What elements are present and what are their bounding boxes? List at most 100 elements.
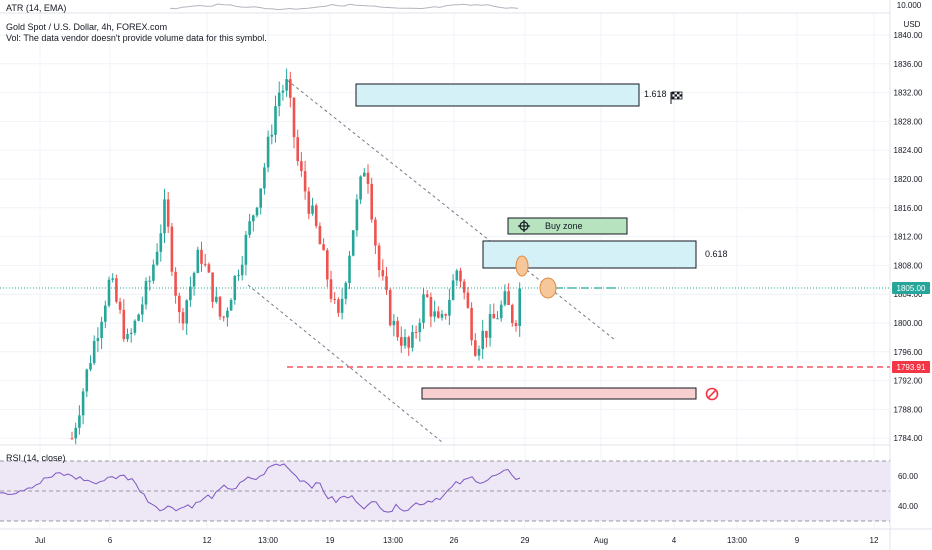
candle-body bbox=[203, 263, 207, 265]
buy-zone-box[interactable] bbox=[507, 217, 628, 235]
stop-zone-box[interactable] bbox=[421, 387, 697, 400]
candle-body bbox=[444, 314, 447, 316]
time-tick-label: 26 bbox=[450, 536, 459, 545]
candle-body bbox=[159, 233, 163, 252]
candle-body bbox=[122, 309, 126, 340]
candle-body bbox=[400, 337, 403, 346]
candle-body bbox=[311, 205, 314, 214]
candle-body bbox=[277, 92, 281, 107]
atr-scale-tick: 10.000 bbox=[897, 1, 922, 10]
time-tick-label: 12 bbox=[870, 536, 879, 545]
candle-body bbox=[485, 330, 488, 338]
entry-point-marker[interactable] bbox=[539, 277, 557, 299]
candle-body bbox=[470, 307, 473, 341]
time-tick-label: 19 bbox=[326, 536, 335, 545]
candle-body bbox=[392, 320, 396, 326]
time-axis[interactable]: Jul 6 12 13:00 19 13:00 26 29 Aug 4 13:00 9 12 bbox=[35, 536, 879, 545]
candle-body bbox=[266, 136, 270, 168]
candle-body bbox=[329, 279, 333, 299]
candle-body bbox=[141, 304, 144, 315]
prohibited-icon bbox=[705, 387, 719, 401]
time-tick-label: 13:00 bbox=[383, 536, 404, 545]
fib-1618-label: 1.618 bbox=[644, 89, 667, 99]
fib-0618-label: 0.618 bbox=[705, 249, 728, 259]
candle-body bbox=[451, 280, 455, 300]
candle-body bbox=[503, 291, 507, 305]
fib-1618-zone[interactable] bbox=[355, 83, 640, 107]
atr-indicator-label[interactable]: ATR (14, EMA) bbox=[6, 3, 67, 13]
touch-point-marker[interactable] bbox=[515, 255, 529, 277]
rsi-indicator-label[interactable]: RSI (14, close) bbox=[6, 453, 66, 463]
candle-body bbox=[70, 438, 74, 440]
fib-0618-zone[interactable] bbox=[482, 240, 697, 269]
price-tick-label: 1804.00 bbox=[894, 290, 923, 299]
volume-note: Vol: The data vendor doesn't provide vol… bbox=[6, 33, 267, 43]
candle-body bbox=[388, 290, 392, 326]
rsi-line bbox=[0, 463, 521, 513]
candle-body bbox=[144, 281, 148, 305]
candle-body bbox=[300, 161, 303, 172]
candle-body bbox=[370, 183, 373, 220]
candle-body bbox=[381, 270, 385, 277]
candle-body bbox=[274, 106, 277, 135]
candle-body bbox=[107, 279, 111, 306]
candle-body bbox=[455, 270, 459, 281]
price-tick-label: 1828.00 bbox=[894, 117, 923, 126]
time-tick-label: 13:00 bbox=[258, 536, 279, 545]
candle-body bbox=[263, 167, 266, 189]
candle-body bbox=[355, 199, 359, 231]
candles bbox=[70, 68, 521, 445]
candle-body bbox=[351, 230, 355, 256]
candle-body bbox=[474, 340, 477, 356]
candle-body bbox=[248, 221, 251, 235]
lower-trendline[interactable] bbox=[247, 284, 443, 443]
candle-body bbox=[196, 249, 200, 273]
time-tick-label: 29 bbox=[521, 536, 530, 545]
candle-body bbox=[374, 219, 377, 246]
price-tick-label: 1812.00 bbox=[894, 233, 923, 242]
candle-body bbox=[189, 286, 192, 301]
candle-body bbox=[433, 311, 436, 317]
price-tick-label: 1784.00 bbox=[894, 434, 923, 443]
candle-body bbox=[337, 299, 340, 313]
time-tick-label: Aug bbox=[594, 536, 608, 545]
currency-label: USD bbox=[904, 20, 921, 29]
upper-trendline[interactable] bbox=[286, 79, 616, 341]
candle-body bbox=[326, 250, 329, 280]
candle-body bbox=[74, 427, 77, 439]
candle-body bbox=[155, 251, 159, 265]
price-axis[interactable]: 1784.00 1788.00 1792.00 1796.00 1800.00 1804.… bbox=[894, 31, 923, 511]
candle-body bbox=[440, 314, 444, 318]
candle-body bbox=[152, 264, 155, 281]
stop-price-badge bbox=[892, 361, 930, 373]
candle-body bbox=[148, 280, 151, 282]
candle-body bbox=[292, 97, 296, 138]
current-price-text: 1805.00 bbox=[897, 284, 926, 293]
current-price-badge bbox=[892, 282, 930, 294]
candle-body bbox=[252, 215, 255, 222]
candle-body bbox=[348, 255, 351, 284]
price-tick-label: 1836.00 bbox=[894, 60, 923, 69]
candle-body bbox=[377, 245, 381, 271]
candle-body bbox=[459, 270, 462, 282]
candle-body bbox=[366, 172, 370, 184]
candle-body bbox=[129, 332, 133, 334]
rsi-tick-label: 60.00 bbox=[898, 472, 919, 481]
atr-line bbox=[169, 3, 519, 11]
candle-body bbox=[118, 301, 122, 310]
candle-body bbox=[314, 205, 318, 227]
candle-body bbox=[285, 79, 288, 91]
price-tick-label: 1840.00 bbox=[894, 31, 923, 40]
candle-body bbox=[303, 171, 307, 192]
time-tick-label: 13:00 bbox=[727, 536, 748, 545]
chart-title: Gold Spot / U.S. Dollar, 4h, FOREX.com bbox=[6, 22, 168, 32]
price-tick-label: 1796.00 bbox=[894, 348, 923, 357]
price-tick-label: 1816.00 bbox=[894, 204, 923, 213]
candle-body bbox=[218, 296, 222, 317]
candle-body bbox=[340, 298, 344, 313]
candle-body bbox=[255, 207, 259, 216]
candle-body bbox=[385, 276, 388, 291]
price-tick-label: 1824.00 bbox=[894, 146, 923, 155]
candle-body bbox=[244, 234, 248, 265]
